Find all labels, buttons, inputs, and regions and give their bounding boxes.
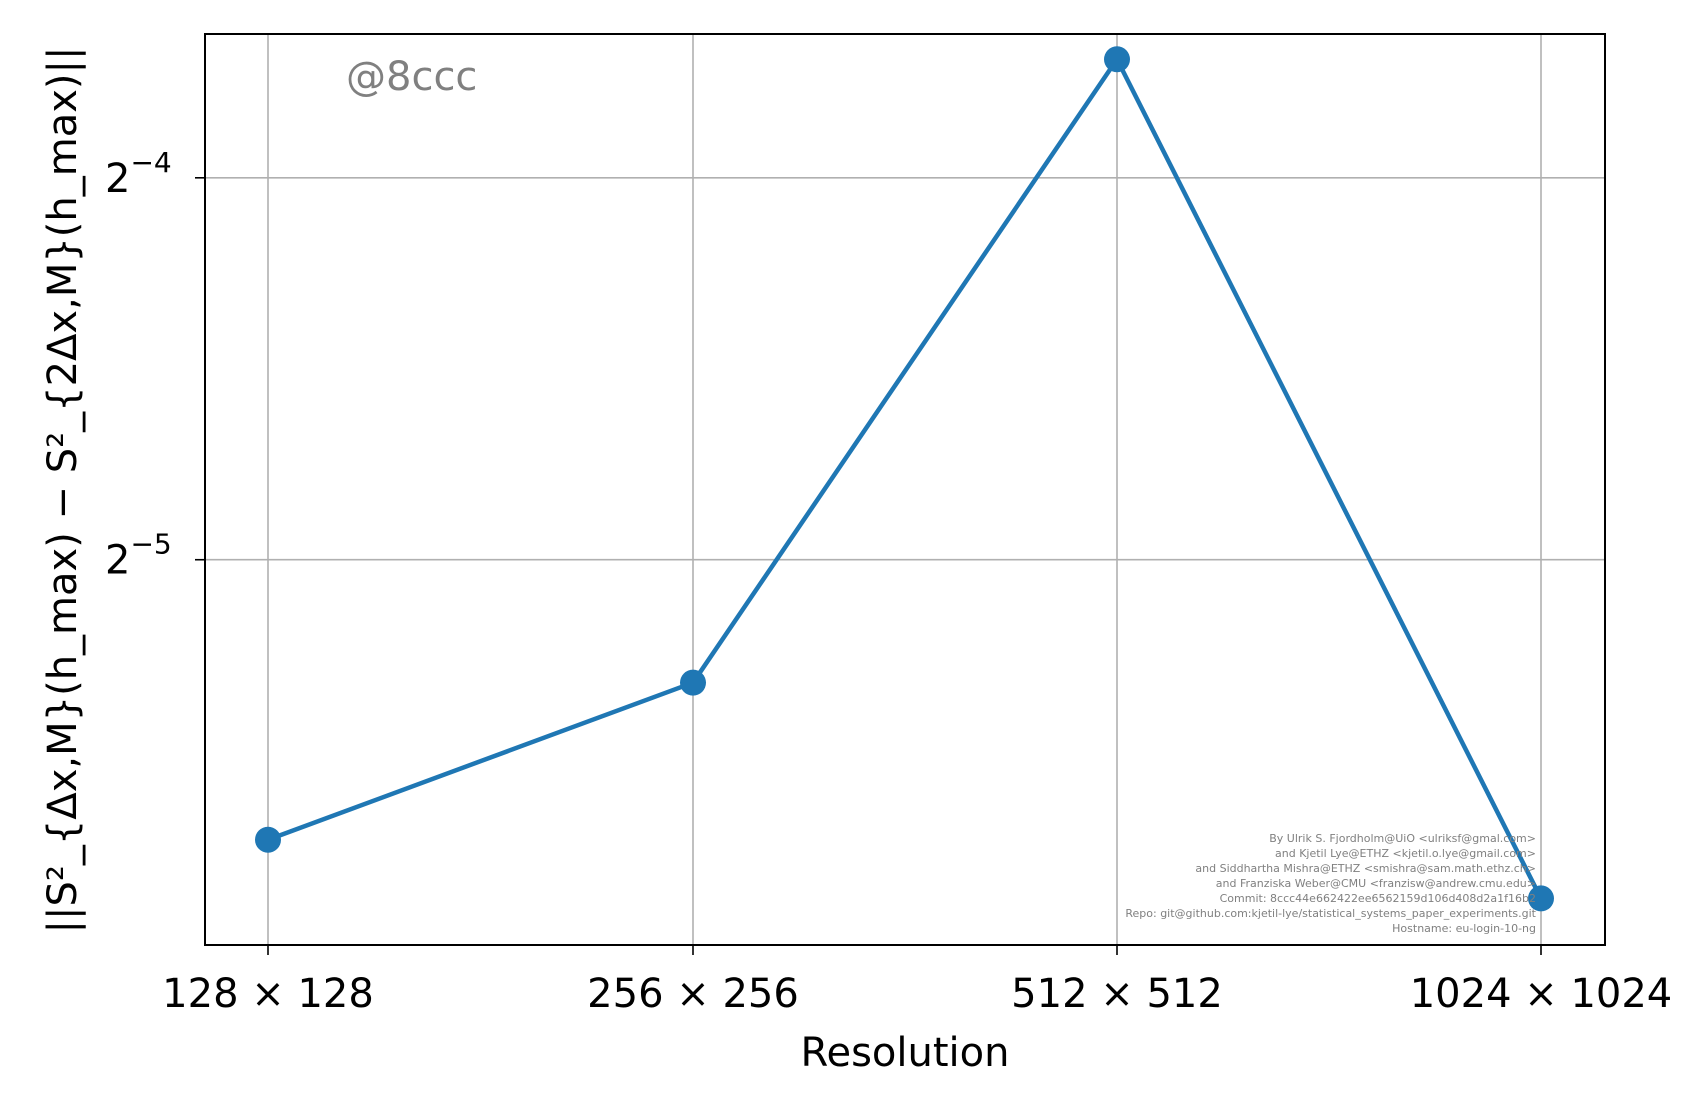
credits-line: and Siddhartha Mishra@ETHZ <smishra@sam.… [1195,862,1536,875]
credits: By Ulrik S. Fjordholm@UiO <ulriksf@gmal.… [1125,832,1536,935]
x-tick-label: 256 × 256 [587,971,799,1017]
credits-line: and Franziska Weber@CMU <franzisw@andrew… [1216,877,1536,890]
y-tick-label: 2−4 [105,146,172,202]
credits-line: and Kjetil Lye@ETHZ <kjetil.o.lye@gmail.… [1275,847,1536,860]
y-tick-label: 2−5 [105,528,172,584]
credits-line: Repo: git@github.com:kjetil-lye/statisti… [1125,907,1536,920]
x-tick-label: 512 × 512 [1011,971,1223,1017]
plot-frame [204,33,1606,946]
x-axis-label: Resolution [800,1030,1009,1076]
credits-line: Hostname: eu-login-10-ng [1392,922,1536,935]
y-axis-label: ||S²_{Δx,M}(h_max) − S²_{2Δx,M}(h_max)|| [40,47,86,934]
data-point [255,826,281,853]
data-point [680,669,706,696]
watermark: @8ccc [346,54,477,100]
credits-line: Commit: 8ccc44e662422ee6562159d106d408d2… [1220,892,1536,905]
series [255,46,1554,912]
x-tick-label: 128 × 128 [162,971,374,1017]
credits-line: By Ulrik S. Fjordholm@UiO <ulriksf@gmal.… [1269,832,1536,845]
data-point [1528,885,1554,912]
data-point [1104,46,1130,73]
ticks: 128 × 128 256 × 256 512 × 512 1024 × 1024 2−… [105,146,1672,1017]
x-tick-label: 1024 × 1024 [1410,971,1673,1017]
series-line [267,57,1544,900]
